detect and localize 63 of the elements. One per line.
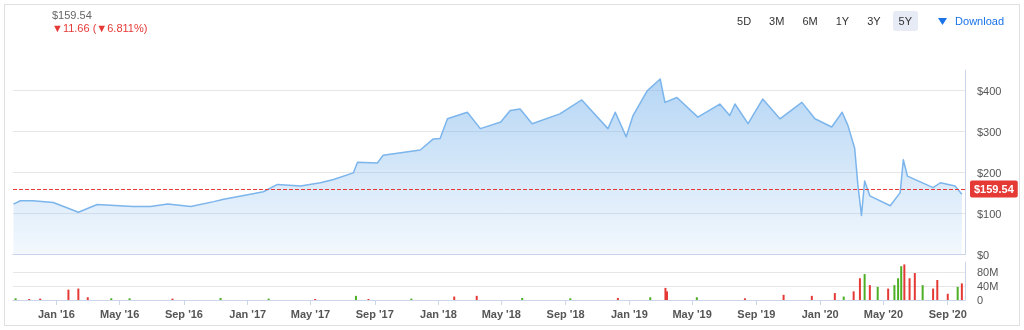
bar <box>936 279 939 300</box>
bar <box>960 283 963 300</box>
x-tick-label: Sep '18 <box>546 307 585 320</box>
x-tick-label: Sep '19 <box>737 307 776 320</box>
bar <box>921 285 924 300</box>
x-tick-label: May '20 <box>863 307 904 320</box>
x-tick-label: May '17 <box>290 307 331 320</box>
text: 3M <box>768 14 786 29</box>
text: 6M <box>801 14 819 29</box>
bar <box>616 297 619 300</box>
bar <box>521 297 524 300</box>
bar <box>67 289 70 300</box>
text: 3Y <box>866 14 882 29</box>
bar <box>893 285 896 300</box>
y-tick-label: 0 <box>977 294 984 306</box>
bar <box>833 293 836 300</box>
bar <box>695 297 698 300</box>
x-tick-label: May '16 <box>99 307 140 320</box>
x-tick-label: Sep '17 <box>355 307 394 320</box>
ref-line-label: $159.54 <box>974 183 1015 196</box>
bar <box>666 291 669 300</box>
bar <box>77 288 80 300</box>
bar <box>913 273 916 300</box>
y-tick-label: 80M <box>977 266 999 279</box>
text: 5D <box>736 14 753 29</box>
text: 1Y <box>834 14 851 29</box>
x-tick-label: Jan '19 <box>610 307 648 320</box>
chart-subtitle: $159.54 <box>52 9 93 22</box>
y-tick-label: $400 <box>977 84 1002 97</box>
bar <box>86 297 89 300</box>
y-tick-label: 40M <box>977 280 999 293</box>
bar <box>852 291 855 300</box>
x-tick-label: May '19 <box>672 307 712 320</box>
bar <box>475 295 478 300</box>
x-tick-label: Sep '20 <box>928 307 967 320</box>
bar <box>664 287 667 300</box>
bar <box>956 286 959 300</box>
text: ▼11.66 (▼6.811%) <box>52 22 148 35</box>
x-tick-label: Jan '16 <box>37 307 75 320</box>
text: 5Y <box>892 11 919 31</box>
x-tick-label: Jan '17 <box>229 307 267 320</box>
y-tick-label: $0 <box>977 248 990 261</box>
y-tick-label: $200 <box>977 166 1002 179</box>
bar <box>876 286 879 300</box>
bar <box>946 293 949 300</box>
y-tick-label: $300 <box>977 125 1002 138</box>
x-tick-label: May '18 <box>481 307 521 320</box>
bar <box>649 297 652 300</box>
bar <box>782 294 785 300</box>
text: Download <box>955 15 1004 27</box>
bar <box>354 295 357 300</box>
bar <box>932 288 935 300</box>
bar <box>908 278 911 300</box>
x-tick-label: Jan '20 <box>801 307 839 320</box>
bar <box>858 278 861 300</box>
bar <box>887 288 890 300</box>
bar <box>219 297 222 300</box>
x-tick-label: Sep '16 <box>164 307 203 320</box>
y-tick-label: $100 <box>977 207 1002 220</box>
bar <box>863 274 866 300</box>
x-tick-label: Jan '18 <box>420 307 457 320</box>
bar <box>810 295 813 300</box>
bar <box>868 285 871 300</box>
